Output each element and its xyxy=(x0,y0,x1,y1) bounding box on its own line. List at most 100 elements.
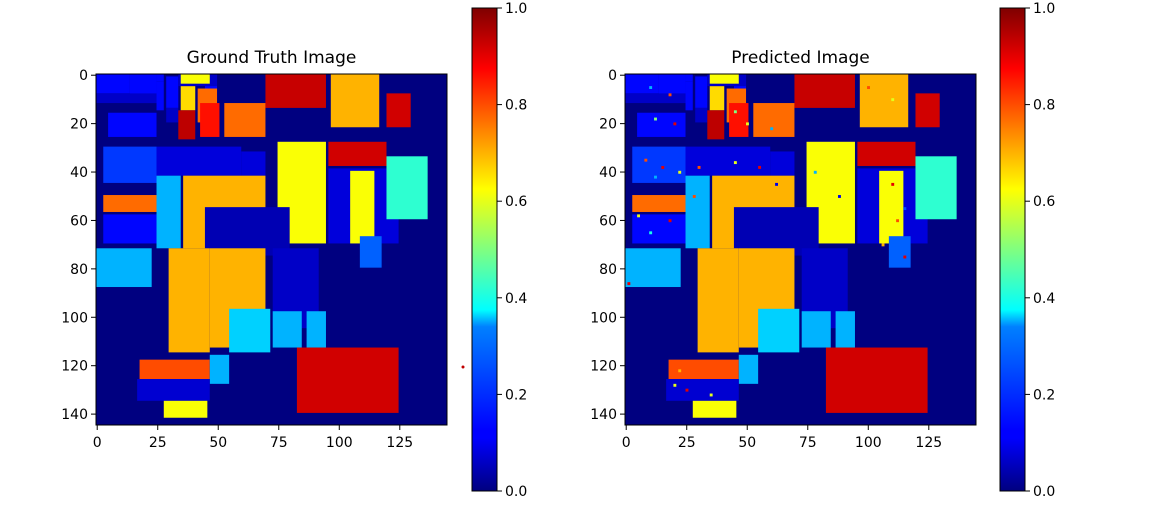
noise-pixel xyxy=(903,255,907,259)
class-region xyxy=(857,141,916,166)
class-region xyxy=(709,74,739,84)
y-axis: 0 20 40 60 80 100 120 140 xyxy=(61,68,96,423)
colorbar-tick-label: 1.0 xyxy=(505,1,527,17)
y-tick-label: 140 xyxy=(61,407,88,423)
x-tick-label: 50 xyxy=(738,435,756,451)
class-region xyxy=(859,74,909,128)
x-tick-label: 75 xyxy=(270,435,288,451)
colorbar-predicted: 0.0 0.2 0.4 0.6 0.8 1.0 xyxy=(999,1,1055,500)
marker-dot xyxy=(461,365,465,369)
colorbar-tick-label: 0.2 xyxy=(505,387,527,403)
noise-pixel xyxy=(896,219,900,223)
y-tick-label: 120 xyxy=(61,359,88,375)
class-region xyxy=(697,248,739,353)
class-region xyxy=(103,195,157,212)
noise-pixel xyxy=(649,86,653,90)
y-tick-label: 20 xyxy=(70,117,88,133)
noise-pixel xyxy=(649,231,653,235)
class-region xyxy=(758,308,800,353)
noise-pixel xyxy=(733,110,737,114)
noise-pixel xyxy=(838,195,841,198)
y-tick-label: 100 xyxy=(61,310,88,326)
class-region xyxy=(625,93,686,104)
colorbar-ticks: 0.0 0.2 0.4 0.6 0.8 1.0 xyxy=(1025,1,1055,500)
colorbar-tick-label: 0.8 xyxy=(1033,98,1055,114)
class-region xyxy=(265,74,326,108)
class-region xyxy=(204,207,290,256)
colorbar-tick-label: 0.4 xyxy=(505,291,527,307)
noise-pixel xyxy=(697,165,701,169)
class-region xyxy=(729,103,749,137)
class-region xyxy=(632,195,686,212)
plot-frame xyxy=(95,73,448,426)
class-region xyxy=(156,74,164,82)
class-region xyxy=(825,347,928,413)
class-region xyxy=(692,400,737,418)
chart-title: Predicted Image xyxy=(731,48,869,68)
class-region xyxy=(625,248,681,288)
class-region xyxy=(733,207,819,256)
heatmap-image xyxy=(625,74,976,425)
class-region xyxy=(229,308,271,353)
noise-pixel xyxy=(637,214,641,218)
class-region xyxy=(96,248,152,288)
class-region xyxy=(103,146,157,183)
colorbar-tick-label: 0.4 xyxy=(1033,291,1055,307)
colorbar-tick-label: 0.0 xyxy=(505,484,527,500)
class-region xyxy=(707,110,725,140)
noise-pixel xyxy=(685,388,689,392)
x-tick-label: 0 xyxy=(93,435,102,451)
y-tick-label: 80 xyxy=(599,262,617,278)
colorbar-tick-label: 0.2 xyxy=(1033,387,1055,403)
class-region xyxy=(96,74,130,94)
noise-pixel xyxy=(867,86,870,90)
noise-pixel xyxy=(903,207,907,211)
x-tick-label: 75 xyxy=(799,435,817,451)
class-region xyxy=(753,103,795,137)
y-tick-label: 60 xyxy=(599,213,617,229)
class-region xyxy=(156,175,181,249)
noise-pixel xyxy=(678,369,682,373)
colorbar-tick-label: 0.8 xyxy=(505,98,527,114)
class-region xyxy=(180,86,196,111)
noise-pixel xyxy=(733,161,737,165)
heatmap-image xyxy=(96,74,447,425)
y-tick-label: 20 xyxy=(599,117,617,133)
colorbar-ground-truth: 0.0 0.2 0.4 0.6 0.8 1.0 xyxy=(471,1,527,500)
y-tick-label: 80 xyxy=(70,262,88,278)
class-region xyxy=(359,236,382,268)
class-region xyxy=(103,214,157,244)
noise-pixel xyxy=(758,165,762,169)
class-region xyxy=(915,93,940,128)
class-region xyxy=(306,311,326,348)
class-region xyxy=(695,76,708,108)
noise-pixel xyxy=(813,170,817,174)
y-tick-label: 60 xyxy=(70,213,88,229)
class-region xyxy=(685,175,710,249)
noise-pixel xyxy=(770,127,774,131)
class-region xyxy=(637,112,686,137)
noise-pixel xyxy=(668,93,672,97)
plot-frame xyxy=(624,73,977,426)
panel-ground-truth: Ground Truth Image 0 25 50 75 100 125 0 20 40 60… xyxy=(61,48,448,451)
class-region xyxy=(738,354,759,384)
class-region xyxy=(180,74,210,84)
y-tick-label: 100 xyxy=(590,310,617,326)
class-region xyxy=(272,311,302,348)
colorbar-tick-label: 0.6 xyxy=(505,194,527,210)
class-region xyxy=(770,151,795,176)
noise-pixel xyxy=(881,243,885,247)
class-region xyxy=(330,74,380,128)
chart-title: Ground Truth Image xyxy=(187,48,357,68)
class-region xyxy=(668,359,739,380)
class-region xyxy=(241,151,266,176)
y-axis: 0 20 40 60 80 100 120 140 xyxy=(590,68,625,423)
panel-predicted: Predicted Image 0 25 50 75 100 125 0 20 40 60 80 1… xyxy=(590,48,977,451)
colorbar-tick-label: 0.0 xyxy=(1033,484,1055,500)
class-region xyxy=(328,141,387,166)
noise-pixel xyxy=(644,158,648,162)
class-region xyxy=(137,379,210,401)
noise-pixel xyxy=(673,383,677,387)
noise-pixel xyxy=(891,182,895,186)
